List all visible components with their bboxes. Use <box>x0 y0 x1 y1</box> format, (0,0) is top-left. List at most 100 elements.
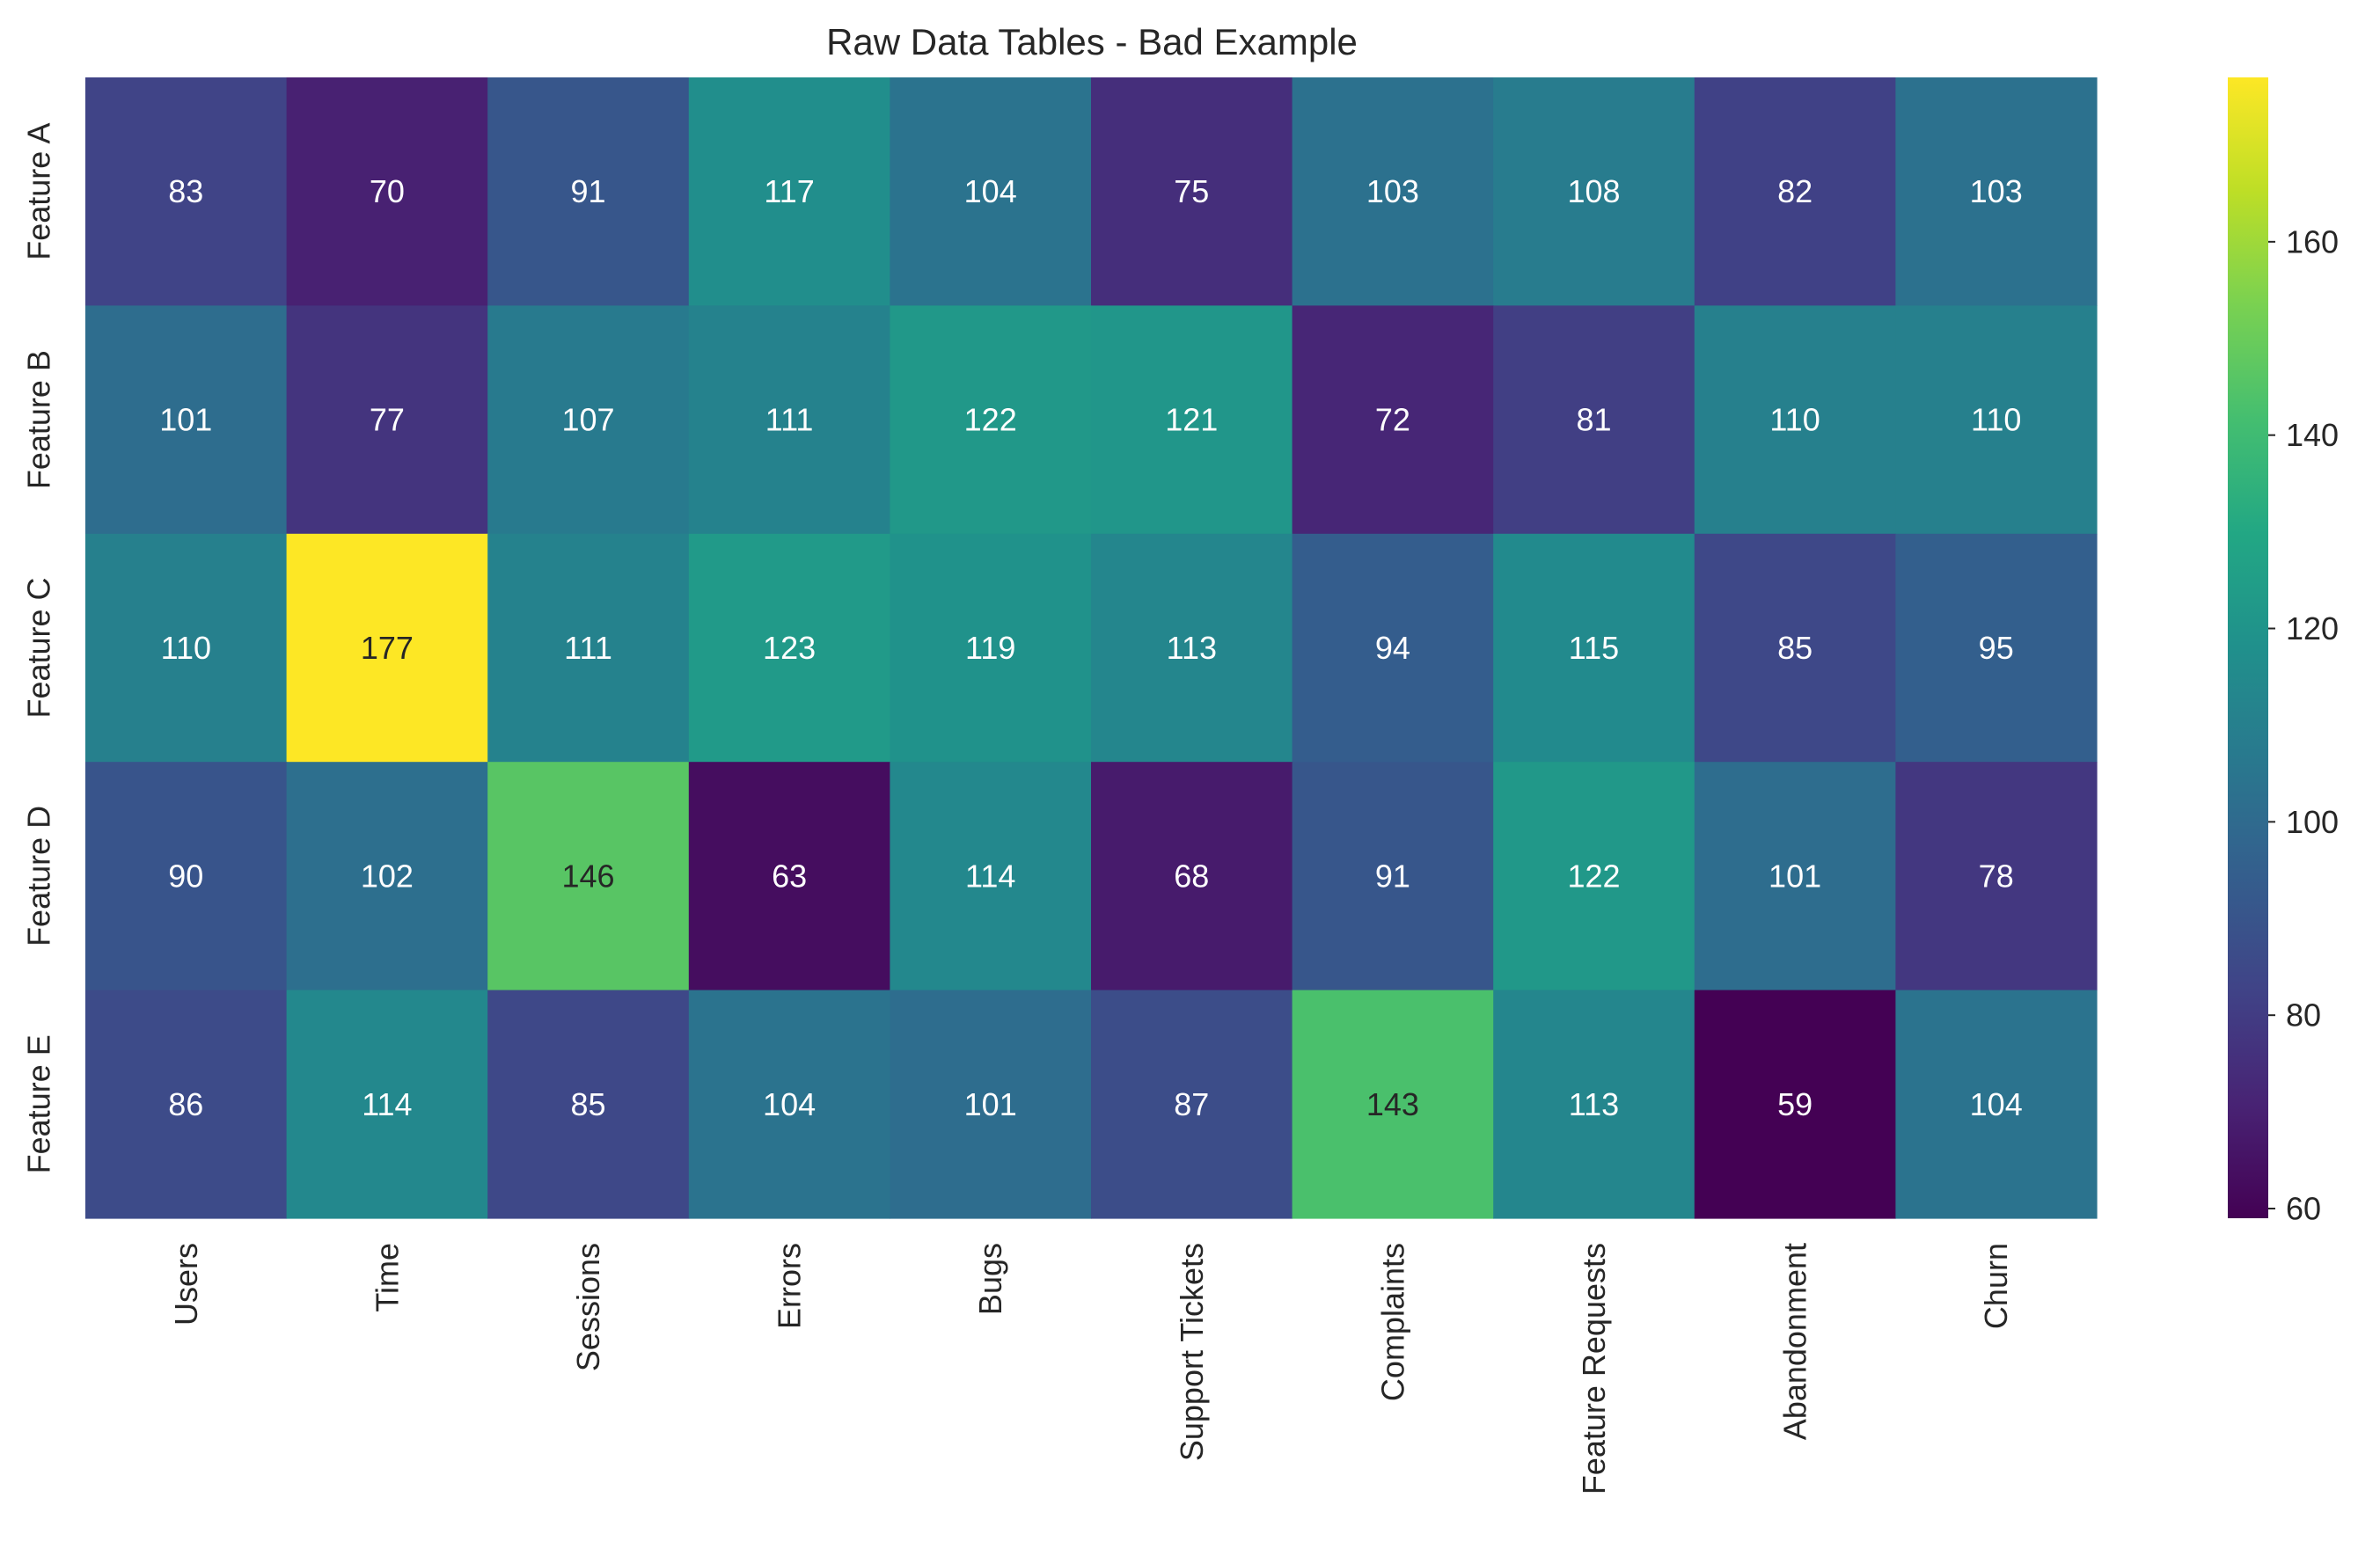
colorbar-tick-label: 100 <box>2286 804 2339 840</box>
heatmap-cell <box>1493 990 1695 1219</box>
cell-value-label: 122 <box>1567 858 1620 894</box>
cell-value-label: 102 <box>361 858 414 894</box>
x-tick-label: Complaints <box>1374 1243 1410 1401</box>
cell-value-label: 122 <box>964 402 1017 438</box>
cell-value-label: 113 <box>1569 1086 1619 1122</box>
heatmap-cell <box>487 990 690 1219</box>
heatmap-cell <box>85 990 288 1219</box>
cell-value-label: 114 <box>965 858 1015 894</box>
heatmap-cell <box>286 533 488 763</box>
cell-value-label: 114 <box>362 1086 412 1122</box>
heatmap-cell <box>487 533 690 763</box>
heatmap-cell <box>1895 305 2098 535</box>
cell-value-label: 177 <box>361 630 414 666</box>
x-axis-tick-labels: Users Time Sessions Errors Bugs Support Ticke… <box>168 1243 2014 1494</box>
cell-value-label: 111 <box>564 630 612 666</box>
heatmap-cell <box>688 762 890 991</box>
heatmap-cell <box>1493 77 1695 306</box>
cell-value-label: 103 <box>1970 173 2023 209</box>
heatmap-cell <box>1895 762 2098 991</box>
y-tick-label: Feature C <box>21 577 57 718</box>
cell-value-label: 107 <box>561 402 614 438</box>
cell-value-label: 87 <box>1174 1086 1209 1122</box>
heatmap-cell <box>286 990 488 1219</box>
cell-value-label: 104 <box>763 1086 816 1122</box>
heatmap-cell <box>85 533 288 763</box>
heatmap-cell <box>688 533 890 763</box>
heatmap-cell <box>1694 77 1896 306</box>
heatmap-cell <box>1091 990 1293 1219</box>
heatmap-cell <box>1493 533 1695 763</box>
heatmap-cell <box>1493 762 1695 991</box>
cell-value-label: 83 <box>168 173 203 209</box>
cell-value-label: 91 <box>1375 858 1410 894</box>
cell-value-label: 72 <box>1375 402 1410 438</box>
y-tick-label: Feature A <box>21 123 57 260</box>
heatmap-cell <box>286 305 488 535</box>
heatmap-cell <box>1292 77 1494 306</box>
cell-value-label: 85 <box>1777 630 1812 666</box>
heatmap-cell <box>1895 533 2098 763</box>
cell-value-label: 110 <box>1971 402 2021 438</box>
x-tick-label: Feature Requests <box>1576 1243 1612 1494</box>
heatmap-cell <box>1292 762 1494 991</box>
cell-value-label: 121 <box>1165 402 1218 438</box>
heatmap-cell <box>1292 533 1494 763</box>
colorbar-tick-label: 60 <box>2286 1191 2321 1227</box>
cell-value-label: 70 <box>370 173 405 209</box>
heatmap-cell-labels: 83 70 91 117 104 75 103 108 82 103 101 77 107 111 122 1… <box>159 173 2022 1122</box>
cell-value-label: 81 <box>1576 402 1611 438</box>
heatmap-cell <box>1292 305 1494 535</box>
heatmap-cell <box>1694 990 1896 1219</box>
cell-value-label: 104 <box>964 173 1017 209</box>
x-tick-label: Churn <box>1978 1243 2014 1329</box>
heatmap-cell <box>286 762 488 991</box>
heatmap-cell <box>688 990 890 1219</box>
x-tick-label: Abandonment <box>1777 1243 1813 1440</box>
cell-value-label: 63 <box>772 858 807 894</box>
x-tick-label: Errors <box>772 1243 808 1329</box>
heatmap-cell <box>1292 990 1494 1219</box>
y-tick-label: Feature D <box>21 806 57 946</box>
cell-value-label: 101 <box>159 402 212 438</box>
colorbar-tick-label: 80 <box>2286 997 2321 1034</box>
cell-value-label: 82 <box>1777 173 1812 209</box>
cell-value-label: 108 <box>1567 173 1620 209</box>
cell-value-label: 115 <box>1569 630 1619 666</box>
y-axis-tick-labels: Feature A Feature B Feature C Feature D Feat… <box>21 123 57 1174</box>
heatmap-cell <box>286 77 488 306</box>
colorbar-tick-label: 140 <box>2286 417 2339 453</box>
chart-title: Raw Data Tables - Bad Example <box>826 21 1358 62</box>
cell-value-label: 113 <box>1167 630 1217 666</box>
cell-value-label: 86 <box>168 1086 203 1122</box>
cell-value-label: 78 <box>1979 858 2014 894</box>
x-tick-label: Users <box>168 1243 204 1326</box>
cell-value-label: 110 <box>161 630 211 666</box>
heatmap-cell <box>487 762 690 991</box>
heatmap-cell <box>1895 990 2098 1219</box>
heatmap-cell <box>890 305 1092 535</box>
heatmap-cell <box>85 762 288 991</box>
cell-value-label: 94 <box>1375 630 1410 666</box>
heatmap-cell <box>688 305 890 535</box>
cell-value-label: 117 <box>764 173 814 209</box>
cell-value-label: 146 <box>561 858 614 894</box>
heatmap-cell <box>890 533 1092 763</box>
heatmap-cell <box>85 305 288 535</box>
cell-value-label: 90 <box>168 858 203 894</box>
colorbar-tick-labels: 60 80 100 120 140 160 <box>2268 223 2339 1227</box>
cell-value-label: 103 <box>1366 173 1419 209</box>
x-tick-label: Bugs <box>972 1243 1008 1315</box>
heatmap-cell <box>487 305 690 535</box>
cell-value-label: 95 <box>1979 630 2014 666</box>
heatmap-cell <box>890 990 1092 1219</box>
cell-value-label: 119 <box>965 630 1015 666</box>
heatmap-cell <box>1091 762 1293 991</box>
cell-value-label: 104 <box>1970 1086 2023 1122</box>
cell-value-label: 85 <box>570 1086 605 1122</box>
heatmap-cell <box>688 77 890 306</box>
heatmap-cell <box>890 77 1092 306</box>
colorbar <box>2228 77 2268 1218</box>
heatmap-cell <box>487 77 690 306</box>
cell-value-label: 101 <box>964 1086 1017 1122</box>
